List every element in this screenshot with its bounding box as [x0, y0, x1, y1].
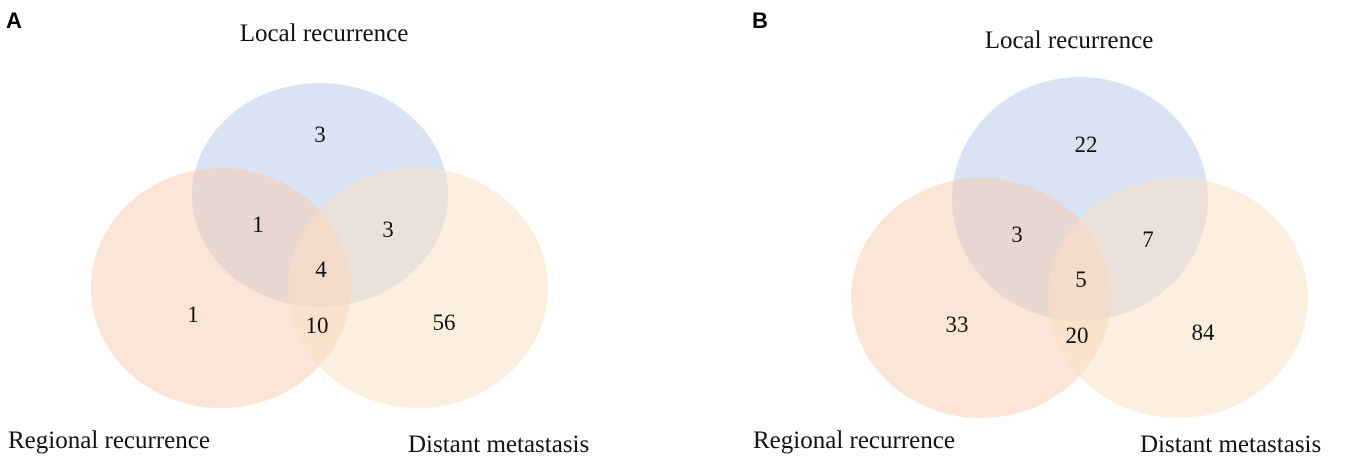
panel-a-count-local-only: 3	[314, 122, 326, 147]
panel-a-count-local-distant: 3	[382, 217, 394, 242]
panel-a-regional-circle	[91, 168, 351, 408]
panel-a-count-regional-distant: 10	[306, 313, 329, 338]
panel-a-count-distant-only: 56	[433, 310, 456, 335]
panel-a-letter: A	[6, 8, 22, 33]
panel-b-count-local-only: 22	[1075, 132, 1098, 157]
panel-b-letter: B	[752, 8, 768, 33]
panel-a-distant-circle	[288, 168, 548, 408]
panel-a-count-all-three: 4	[315, 257, 327, 282]
panel-a: A Local recurrence Regional recurrence D…	[6, 8, 589, 458]
panel-a-count-local-regional: 1	[252, 212, 264, 237]
panel-b-count-local-regional: 3	[1011, 222, 1023, 247]
panel-a-local-label: Local recurrence	[240, 20, 409, 47]
panel-a-distant-label: Distant metastasis	[408, 431, 589, 458]
panel-b-count-local-distant: 7	[1142, 227, 1154, 252]
panel-a-regional-label: Regional recurrence	[8, 427, 210, 454]
panel-b-distant-label: Distant metastasis	[1140, 431, 1321, 458]
panel-a-count-regional-only: 1	[187, 302, 199, 327]
panel-b-count-all-three: 5	[1075, 267, 1087, 292]
panel-b-local-label: Local recurrence	[985, 27, 1154, 54]
panel-b-count-distant-only: 84	[1192, 320, 1216, 345]
panel-b: B Local recurrence Regional recurrence D…	[752, 8, 1321, 458]
panel-b-count-regional-only: 33	[946, 312, 969, 337]
panel-b-regional-label: Regional recurrence	[753, 427, 955, 454]
panel-b-distant-circle	[1048, 178, 1308, 418]
panel-b-regional-circle	[851, 178, 1111, 418]
panel-b-count-regional-distant: 20	[1066, 323, 1089, 348]
